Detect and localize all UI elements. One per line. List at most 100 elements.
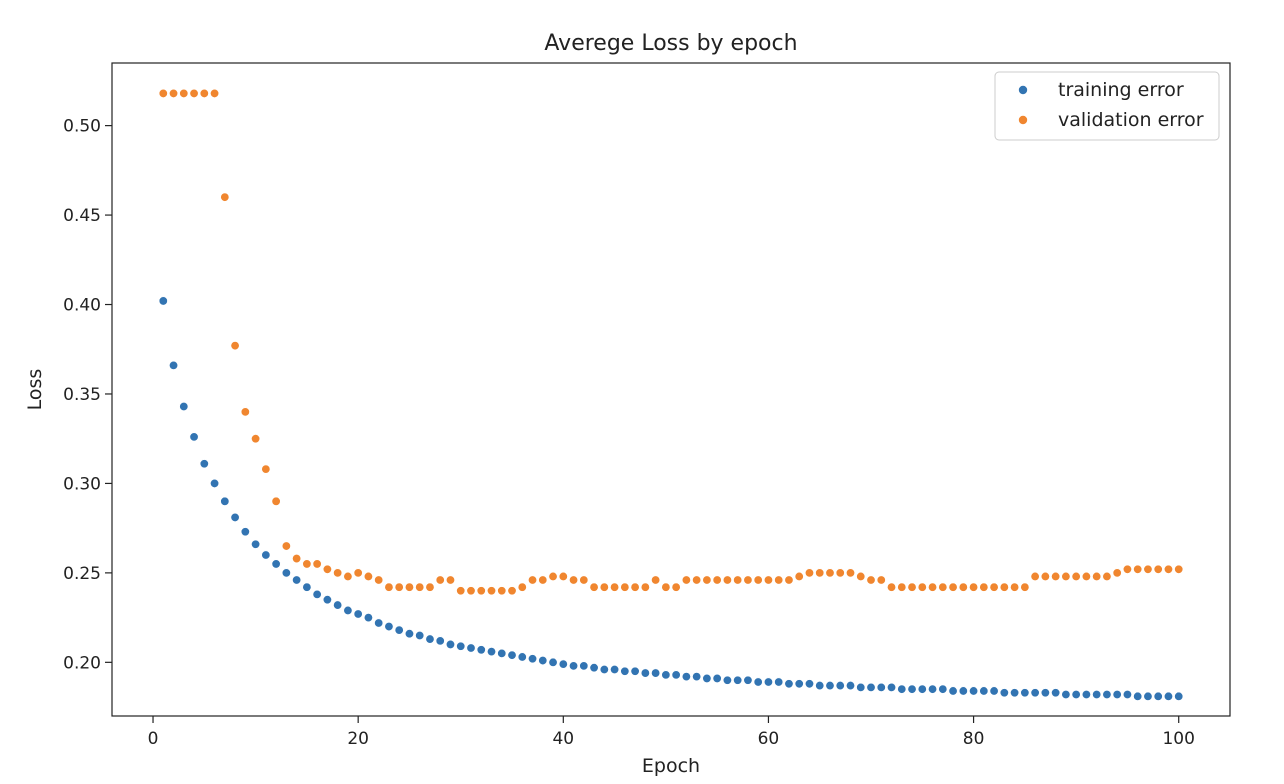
data-point	[507, 586, 517, 596]
data-point	[845, 568, 855, 578]
data-point	[763, 677, 773, 687]
legend-box	[994, 71, 1220, 141]
data-point	[1112, 568, 1122, 578]
data-point	[374, 618, 384, 628]
data-point	[640, 668, 650, 678]
data-point	[384, 582, 394, 592]
data-point	[394, 625, 404, 635]
data-point	[189, 88, 199, 98]
data-point	[394, 582, 404, 592]
data-point	[220, 192, 230, 202]
data-point	[733, 675, 743, 685]
data-point	[999, 688, 1009, 698]
data-point	[1071, 690, 1081, 700]
data-point	[1061, 690, 1071, 700]
x-tick-label: 20	[347, 729, 369, 749]
data-point	[374, 575, 384, 585]
data-point	[589, 582, 599, 592]
data-point	[456, 641, 466, 651]
data-point	[1174, 691, 1184, 701]
data-point	[989, 582, 999, 592]
data-point	[938, 684, 948, 694]
data-point	[425, 582, 435, 592]
y-axis-ticks: 0.20 0.25 0.30 0.35 0.40 0.45 0.50	[63, 117, 112, 673]
data-point	[487, 586, 497, 596]
data-point	[558, 571, 568, 581]
data-point	[353, 568, 363, 578]
data-point	[1081, 571, 1091, 581]
data-point	[312, 589, 322, 599]
data-point	[917, 582, 927, 592]
data-point	[733, 575, 743, 585]
data-point	[681, 672, 691, 682]
data-point	[1163, 564, 1173, 574]
data-point	[415, 630, 425, 640]
legend-label: validation error	[1058, 109, 1204, 131]
data-point	[1174, 564, 1184, 574]
data-point	[158, 296, 168, 306]
data-point	[404, 629, 414, 639]
data-point	[569, 575, 579, 585]
y-tick-label: 0.45	[63, 206, 101, 226]
data-point	[825, 568, 835, 578]
data-point	[476, 645, 486, 655]
data-point	[517, 582, 527, 592]
data-point	[1102, 571, 1112, 581]
data-point	[333, 568, 343, 578]
data-point	[958, 686, 968, 696]
data-point	[692, 672, 702, 682]
data-point	[292, 575, 302, 585]
x-axis-label: Epoch	[642, 755, 700, 777]
x-axis-ticks: 0 20 40 60 80 100	[148, 716, 1195, 749]
data-point	[610, 664, 620, 674]
data-point	[312, 559, 322, 569]
data-point	[815, 568, 825, 578]
data-point	[261, 550, 271, 560]
data-point	[199, 88, 209, 98]
data-point	[1030, 571, 1040, 581]
x-tick-label: 80	[963, 729, 985, 749]
data-point	[784, 575, 794, 585]
data-point	[251, 539, 261, 549]
data-point	[599, 664, 609, 674]
data-point	[445, 575, 455, 585]
data-point	[856, 682, 866, 692]
data-point	[671, 582, 681, 592]
data-point	[251, 434, 261, 444]
data-point	[774, 575, 784, 585]
data-point	[887, 682, 897, 692]
data-point	[722, 675, 732, 685]
data-point	[589, 663, 599, 673]
data-point	[271, 559, 281, 569]
data-point	[292, 554, 302, 564]
data-point	[210, 88, 220, 98]
data-point	[651, 668, 661, 678]
data-point	[876, 575, 886, 585]
y-tick-label: 0.40	[63, 296, 101, 316]
data-point	[1163, 691, 1173, 701]
data-point	[753, 575, 763, 585]
data-point	[876, 682, 886, 692]
data-point	[179, 88, 189, 98]
data-point	[928, 582, 938, 592]
data-point	[261, 464, 271, 474]
data-point	[271, 496, 281, 506]
data-point	[671, 670, 681, 680]
data-point	[845, 681, 855, 691]
data-point	[210, 478, 220, 488]
data-point	[1102, 690, 1112, 700]
data-point	[579, 661, 589, 671]
y-axis-label: Loss	[24, 369, 46, 411]
data-point	[548, 657, 558, 667]
data-point	[712, 575, 722, 585]
data-point	[528, 575, 538, 585]
data-point	[435, 636, 445, 646]
data-point	[528, 654, 538, 664]
data-point	[825, 681, 835, 691]
data-point	[487, 647, 497, 657]
data-point	[363, 613, 373, 623]
data-point	[466, 586, 476, 596]
data-point	[702, 673, 712, 683]
data-point	[1122, 564, 1132, 574]
data-point	[343, 605, 353, 615]
